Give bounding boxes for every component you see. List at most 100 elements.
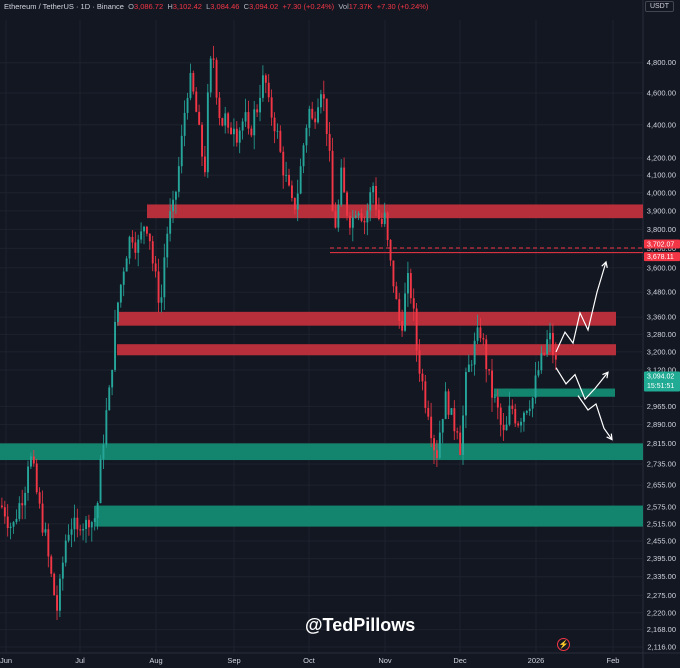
support-zone — [494, 388, 615, 397]
candle-body — [262, 75, 264, 98]
candle-body — [151, 241, 154, 264]
candle-body — [537, 370, 540, 376]
candle-body — [436, 450, 438, 458]
candle-body — [311, 108, 314, 119]
y-tick-label: 2,655.00 — [647, 481, 676, 490]
candle-body — [56, 595, 58, 611]
candle-body — [35, 463, 38, 493]
resistance-zone — [117, 344, 616, 356]
high-label: H — [167, 2, 173, 11]
y-tick-label: 2,275.00 — [647, 591, 676, 600]
candle-body — [491, 370, 493, 398]
y-tick-label: 2,335.00 — [647, 572, 676, 581]
x-tick-label: Dec — [453, 656, 467, 665]
candle-body — [140, 231, 143, 240]
candle-body — [163, 257, 166, 298]
y-tick-label: 2,168.00 — [647, 625, 676, 634]
y-tick-label: 4,600.00 — [647, 89, 676, 98]
candle-body — [93, 518, 96, 523]
symbol-title[interactable]: Ethereum / TetherUS · 1D · Binance — [4, 2, 124, 11]
candle-body — [21, 503, 24, 506]
candle-body — [554, 355, 557, 360]
projection-arrowhead — [606, 433, 613, 441]
candle-body — [175, 191, 177, 200]
candle-body — [415, 308, 418, 351]
x-tick-label: Feb — [607, 656, 620, 665]
projection-path — [577, 395, 613, 440]
candle-body — [525, 411, 528, 413]
price-axis: 4,800.00 4,600.00 4,400.00 4,200.00 4,100.00… — [647, 58, 676, 651]
candle-body — [418, 350, 421, 374]
candle-body — [462, 415, 464, 455]
candle-body — [540, 353, 543, 371]
candle-body — [520, 421, 522, 426]
price-marker — [644, 252, 680, 262]
candle-body — [114, 321, 116, 370]
candle-body — [302, 145, 305, 167]
candle-body — [273, 117, 276, 132]
price-marker-label: 3,678.11 — [647, 254, 674, 261]
x-tick-label: Nov — [378, 656, 392, 665]
currency-button[interactable]: USDT — [644, 1, 674, 12]
candle-body — [134, 242, 137, 253]
candle-body — [117, 302, 119, 322]
candle-body — [386, 212, 389, 240]
high-value: 3,102.42 — [172, 2, 202, 11]
candle-body — [485, 339, 488, 370]
candle-body — [340, 167, 343, 205]
price-marker-label: 3,702.07 — [647, 241, 674, 248]
candle-body — [183, 112, 186, 136]
candle-body — [76, 517, 79, 530]
candle-body — [433, 438, 435, 451]
candle-body — [169, 211, 172, 234]
candle-body — [195, 91, 198, 112]
candle-body — [235, 128, 238, 143]
lightning-icon[interactable]: ⚡ — [557, 638, 570, 651]
candle-body — [407, 273, 409, 294]
candle-body — [467, 364, 470, 372]
candle-body — [453, 408, 456, 432]
candle-body — [276, 130, 279, 132]
candle-body — [102, 444, 105, 459]
candle-body — [32, 456, 35, 464]
x-tick-label: Oct — [303, 656, 316, 665]
candle-body — [122, 271, 125, 285]
candle-body — [189, 73, 192, 99]
volume-value: 17.37K — [348, 2, 373, 11]
resistance-zone — [147, 204, 643, 219]
candle-body — [53, 573, 56, 596]
candle-body — [50, 556, 53, 574]
y-tick-label: 4,000.00 — [647, 188, 676, 197]
candle-body — [378, 209, 380, 220]
candle-body — [398, 299, 401, 321]
candle-body — [264, 75, 267, 83]
candle-body — [111, 369, 114, 388]
candle-body — [494, 397, 496, 398]
candle-body — [105, 410, 108, 445]
candle-body — [346, 192, 348, 216]
candle-body — [325, 98, 328, 134]
price-marker — [644, 239, 680, 249]
candle-body — [125, 258, 128, 272]
low-label: L — [206, 2, 211, 11]
candle-body — [70, 529, 73, 535]
candle-body — [24, 492, 27, 506]
support-zone — [95, 505, 643, 527]
candle-body — [308, 108, 311, 128]
candle-body — [198, 111, 201, 125]
y-tick-label: 3,480.00 — [647, 288, 676, 297]
y-tick-label: 4,800.00 — [647, 58, 676, 67]
candle-body — [99, 458, 102, 504]
candle-body — [18, 503, 21, 519]
candle-body — [320, 94, 322, 108]
candle-body — [148, 233, 151, 242]
candle-body — [154, 263, 157, 272]
candle-body — [285, 174, 288, 176]
candle-body — [438, 432, 441, 458]
volume-label: Vol — [338, 2, 349, 11]
candle-body — [227, 113, 230, 128]
x-tick-label: Jun — [0, 656, 12, 665]
y-tick-label: 2,890.00 — [647, 420, 676, 429]
